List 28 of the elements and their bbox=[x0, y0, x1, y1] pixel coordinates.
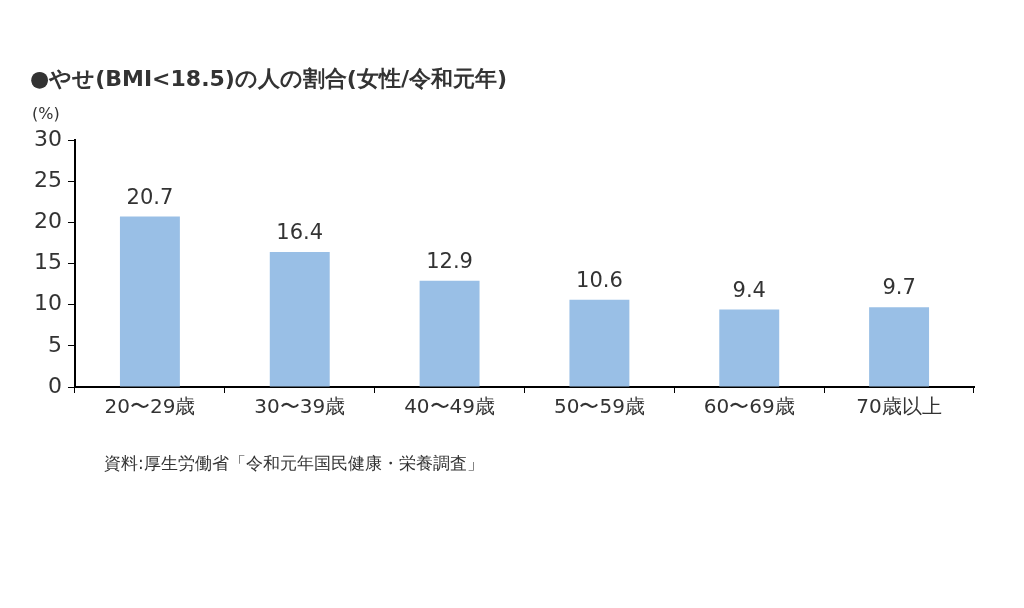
x-tick-label: 20〜29歳 bbox=[104, 394, 196, 419]
data-label: 9.4 bbox=[732, 277, 766, 302]
x-tick-label: 40〜49歳 bbox=[404, 394, 496, 419]
text: 資料:厚生労働省「令和元年国民健康・栄養調査」 bbox=[104, 452, 484, 475]
data-label: 10.6 bbox=[576, 267, 623, 292]
y-axis-title: (%) bbox=[32, 104, 60, 123]
bar bbox=[869, 307, 930, 387]
x-tick-label: 60〜69歳 bbox=[703, 394, 795, 419]
data-label: 12.9 bbox=[426, 248, 473, 273]
data-label: 20.7 bbox=[126, 184, 174, 209]
bar bbox=[419, 280, 480, 387]
bar bbox=[569, 299, 630, 387]
y-tick-label: 25 bbox=[33, 166, 62, 192]
y-tick-label: 5 bbox=[47, 331, 62, 357]
chart-title: ●やせ(BMI<18.5)の人の割合(女性/令和元年) bbox=[30, 65, 508, 93]
y-tick-label: 10 bbox=[33, 290, 62, 316]
bar bbox=[119, 216, 180, 387]
data-label: 9.7 bbox=[882, 275, 916, 300]
y-tick-label: 30 bbox=[33, 125, 62, 151]
y-tick-label: 0 bbox=[47, 372, 62, 398]
y-tick-label: 15 bbox=[33, 249, 62, 275]
bar bbox=[269, 251, 330, 387]
bar bbox=[719, 309, 780, 387]
data-label: 16.4 bbox=[276, 219, 324, 244]
y-tick-label: 20 bbox=[33, 208, 62, 234]
x-tick-label: 70歳以上 bbox=[856, 394, 942, 419]
x-tick-label: 50〜59歳 bbox=[553, 394, 645, 419]
x-tick-label: 30〜39歳 bbox=[254, 394, 346, 419]
